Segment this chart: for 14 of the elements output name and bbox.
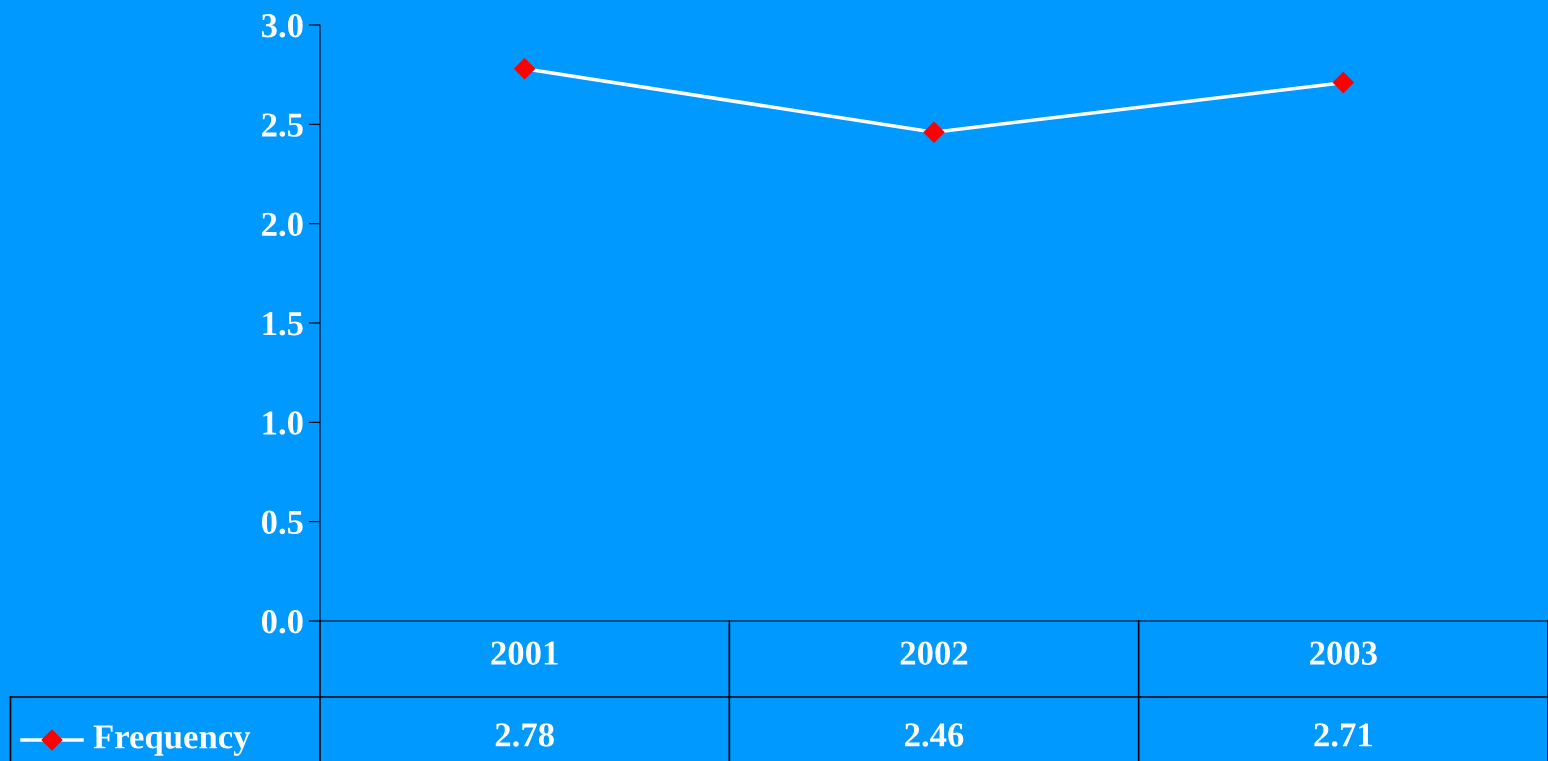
y-tick-label: 1.5 bbox=[263, 312, 303, 336]
y-tick-label: 2.5 bbox=[262, 113, 303, 137]
y-tick-label: 0.0 bbox=[261, 609, 303, 634]
x-tick-label: 2002 bbox=[900, 641, 968, 665]
y-tick-label: 0.5 bbox=[261, 510, 303, 535]
data-label: 2.71 bbox=[1314, 723, 1372, 747]
data-label: 2.46 bbox=[905, 723, 964, 747]
y-tick-label: 2.0 bbox=[262, 212, 303, 237]
x-tick-label: 2003 bbox=[1310, 641, 1377, 665]
x-tick-label: 2001 bbox=[491, 641, 558, 665]
legend-label: Frequency bbox=[93, 725, 251, 756]
y-tick-label: 3.0 bbox=[261, 13, 303, 38]
y-tick-label: 1.0 bbox=[263, 411, 303, 435]
data-label: 2.78 bbox=[495, 723, 554, 747]
